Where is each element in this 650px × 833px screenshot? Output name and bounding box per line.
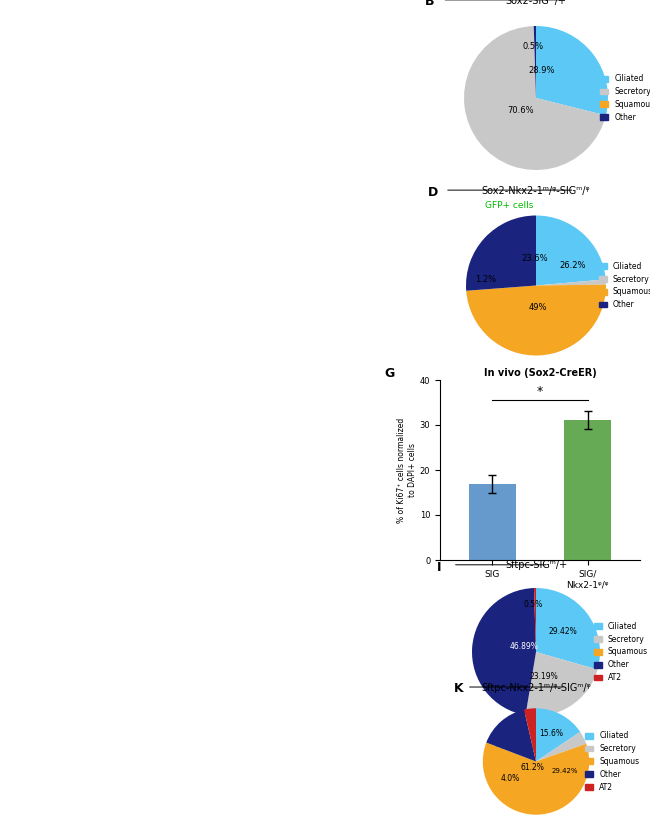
Wedge shape	[536, 26, 608, 116]
Title: Sftpc-SIGᵐ/+: Sftpc-SIGᵐ/+	[505, 560, 567, 570]
Text: 15.6%: 15.6%	[539, 730, 563, 738]
Legend: Ciliated, Secretory, Squamous, Other, AT2: Ciliated, Secretory, Squamous, Other, AT…	[582, 728, 642, 795]
Wedge shape	[466, 285, 606, 356]
Title: Sox2-SIGᵐ/+: Sox2-SIGᵐ/+	[506, 0, 567, 6]
Text: GFP+ cells: GFP+ cells	[486, 385, 534, 394]
Wedge shape	[536, 708, 580, 761]
Bar	[564, 421, 612, 560]
Text: 70.6%: 70.6%	[507, 107, 534, 116]
Text: 23.19%: 23.19%	[529, 672, 558, 681]
Text: 0.5%: 0.5%	[523, 42, 543, 51]
Y-axis label: % of Ki67⁺ cells normalized
to DAPI+ cells: % of Ki67⁺ cells normalized to DAPI+ cel…	[398, 417, 417, 522]
Text: 23.6%: 23.6%	[521, 254, 548, 263]
Bar	[469, 483, 516, 560]
Legend: Ciliated, Secretory, Squamous, Other: Ciliated, Secretory, Squamous, Other	[597, 71, 650, 125]
Text: I: I	[437, 561, 441, 574]
Legend: Ciliated, Secretory, Squamous, Other, AT2: Ciliated, Secretory, Squamous, Other, AT…	[591, 619, 650, 686]
Text: 28.9%: 28.9%	[528, 66, 555, 75]
Text: 61.2%: 61.2%	[521, 763, 545, 772]
Wedge shape	[486, 710, 536, 761]
Wedge shape	[536, 279, 606, 286]
Text: 1.2%: 1.2%	[475, 276, 496, 284]
Wedge shape	[526, 652, 536, 716]
Wedge shape	[524, 708, 536, 761]
Wedge shape	[534, 588, 536, 652]
Title: Sftpc-Nkx2-1ᵐ/ᵠ-SIGᵐ/ᵠ: Sftpc-Nkx2-1ᵐ/ᵠ-SIGᵐ/ᵠ	[481, 683, 591, 693]
Wedge shape	[534, 26, 536, 98]
Text: B: B	[424, 0, 434, 8]
Text: 4.0%: 4.0%	[501, 774, 520, 783]
Text: 46.89%: 46.89%	[510, 642, 539, 651]
Title: In vivo (Sox2-CreER): In vivo (Sox2-CreER)	[484, 368, 597, 378]
Wedge shape	[536, 588, 600, 670]
Text: 49%: 49%	[528, 303, 547, 312]
Wedge shape	[534, 26, 536, 98]
Wedge shape	[464, 26, 606, 170]
Text: 26.2%: 26.2%	[559, 262, 586, 271]
Text: 0.5%: 0.5%	[524, 600, 543, 609]
Wedge shape	[472, 588, 536, 716]
Wedge shape	[536, 732, 586, 761]
Text: GFP+ cells: GFP+ cells	[488, 743, 536, 752]
Text: 29.42%: 29.42%	[549, 627, 577, 636]
Wedge shape	[466, 216, 536, 291]
Title: Sox2-Nkx2-1ᵐ/ᵠ-SIGᵐ/ᵠ: Sox2-Nkx2-1ᵐ/ᵠ-SIGᵐ/ᵠ	[482, 186, 590, 196]
Text: K: K	[454, 681, 463, 695]
Wedge shape	[536, 216, 606, 286]
Text: D: D	[428, 186, 437, 199]
Text: G: G	[384, 367, 395, 381]
Text: GFP+ cells: GFP+ cells	[485, 201, 533, 210]
Text: 29.42%: 29.42%	[552, 768, 578, 774]
Legend: Ciliated, Secretory, Squamous, Other: Ciliated, Secretory, Squamous, Other	[596, 259, 650, 312]
Wedge shape	[483, 742, 589, 815]
Wedge shape	[526, 652, 597, 716]
Text: *: *	[537, 385, 543, 398]
